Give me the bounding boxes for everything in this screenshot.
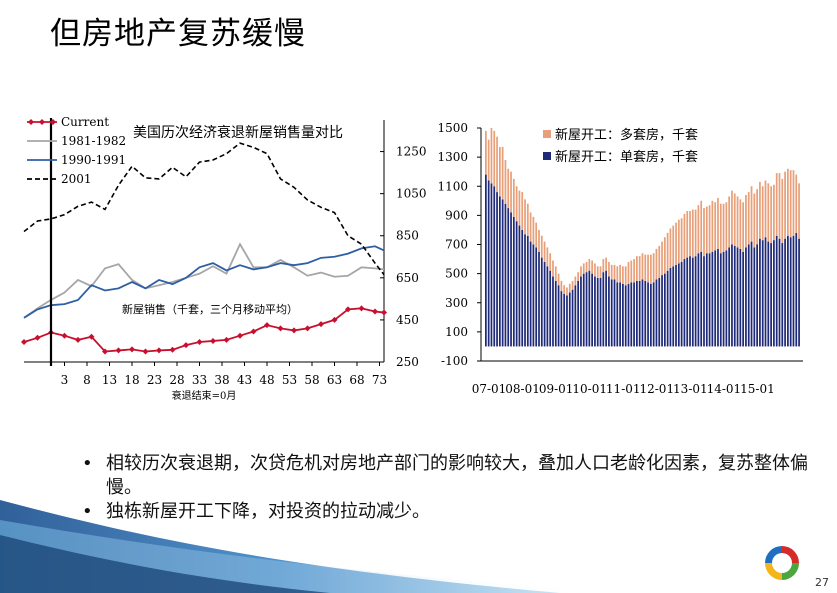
data-point xyxy=(237,332,243,339)
data-point xyxy=(142,348,149,355)
y-tick-label: 850 xyxy=(396,229,419,243)
data-point xyxy=(169,346,176,353)
x-tick-label: 38 xyxy=(214,373,229,387)
legend-marker xyxy=(50,119,56,125)
y-tick-label: 1050 xyxy=(396,187,427,201)
chart-title: 美国历次经济衰退新屋销售量对比 xyxy=(133,124,343,141)
slide-title: 但房地产复苏缓慢 xyxy=(50,16,306,52)
legend-label: 2001 xyxy=(61,172,92,186)
legend-marker xyxy=(39,119,45,125)
series-line-2 xyxy=(23,245,385,319)
x-tick-label: 73 xyxy=(372,373,387,387)
data-point xyxy=(34,334,41,341)
data-point xyxy=(291,327,297,334)
x-tick-label: 63 xyxy=(327,373,342,387)
y-tick-label: 450 xyxy=(396,313,419,327)
y-tick-label: 250 xyxy=(396,355,419,369)
data-point xyxy=(223,336,230,343)
x-tick-label: 53 xyxy=(282,373,297,387)
bullet-item: • 独栋新屋开工下降，对投资的拉动减少。 xyxy=(82,501,430,522)
data-point xyxy=(331,316,338,323)
data-point xyxy=(21,339,27,346)
company-logo-icon xyxy=(765,546,799,580)
legend-label: Current xyxy=(61,115,109,129)
x-tick-label: 3 xyxy=(61,373,69,387)
data-point xyxy=(318,321,324,328)
x-tick-label: 58 xyxy=(304,373,319,387)
legend-label: 1990-1991 xyxy=(61,153,126,167)
data-point xyxy=(250,328,257,335)
y-tick-label: 650 xyxy=(396,271,419,285)
x-tick-label: 8 xyxy=(83,373,91,387)
data-point xyxy=(129,346,135,353)
data-point xyxy=(381,309,387,316)
x-tick-label: 28 xyxy=(169,373,184,387)
x-tick-label: 68 xyxy=(349,373,364,387)
y-tick-label: 1250 xyxy=(396,145,427,159)
data-point xyxy=(88,333,95,340)
x-tick-label: 18 xyxy=(124,373,139,387)
data-point xyxy=(304,325,311,332)
data-point xyxy=(183,342,189,349)
series-line-3 xyxy=(23,142,385,276)
legend-marker xyxy=(28,119,34,125)
data-point xyxy=(210,337,216,344)
bullet-item: • 相较历次衰退期，次贷危机对房地产部门的影响较大，叠加人口老龄化因素，复苏整体偏… xyxy=(82,453,808,498)
x-tick-label: 23 xyxy=(147,373,162,387)
data-point xyxy=(196,339,203,346)
data-point xyxy=(358,305,365,312)
x-axis-label: 衰退结束=0月 xyxy=(172,389,237,402)
series-line-1 xyxy=(23,242,385,319)
data-point xyxy=(264,322,270,329)
data-point xyxy=(156,347,162,354)
chart-annotation: 新屋销售（千套，三个月移动平均） xyxy=(122,302,298,316)
legend-label: 1981-1982 xyxy=(61,134,126,148)
data-point xyxy=(345,306,351,313)
x-tick-label: 13 xyxy=(102,373,117,387)
x-tick-label: 33 xyxy=(192,373,207,387)
data-point xyxy=(277,325,284,332)
data-point xyxy=(61,332,68,339)
series-line-0 xyxy=(23,307,385,353)
page-number: 27 xyxy=(815,576,829,589)
data-point xyxy=(115,347,122,354)
data-point xyxy=(75,336,81,343)
bullet-list: • 相较历次衰退期，次贷危机对房地产部门的影响较大，叠加人口老龄化因素，复苏整体偏… xyxy=(78,452,828,524)
x-tick-label: 48 xyxy=(259,373,274,387)
data-point xyxy=(102,348,108,355)
x-tick-label: 43 xyxy=(237,373,252,387)
data-point xyxy=(372,308,378,315)
